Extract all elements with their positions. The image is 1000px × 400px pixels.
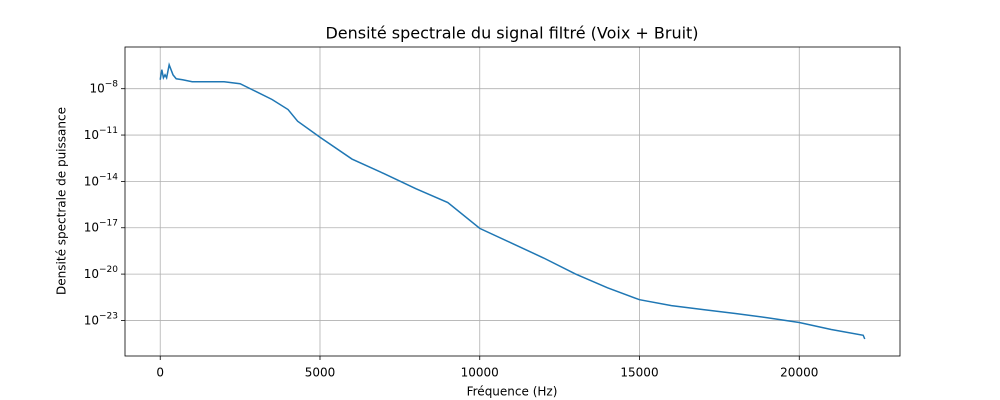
y-axis-label: Densité spectrale de puissance xyxy=(55,107,69,295)
y-tick-label: 10−14 xyxy=(84,172,119,188)
x-tick-label: 20000 xyxy=(780,366,818,380)
y-tick-label: 10−8 xyxy=(89,79,118,95)
x-tick-label: 5000 xyxy=(305,366,336,380)
x-axis-label: Fréquence (Hz) xyxy=(467,385,558,399)
data-line xyxy=(159,62,866,340)
y-tick-label: 10−20 xyxy=(84,265,119,281)
x-tick-label: 10000 xyxy=(461,366,499,380)
y-tick-label: 10−11 xyxy=(84,126,118,142)
y-tick-label: 10−17 xyxy=(84,218,118,234)
plot-frame xyxy=(124,46,901,357)
x-tick-label: 15000 xyxy=(620,366,658,380)
x-tick-label: 0 xyxy=(156,366,164,380)
y-tick-label: 10−23 xyxy=(84,311,118,327)
chart-title: Densité spectrale du signal filtré (Voix… xyxy=(325,24,698,43)
